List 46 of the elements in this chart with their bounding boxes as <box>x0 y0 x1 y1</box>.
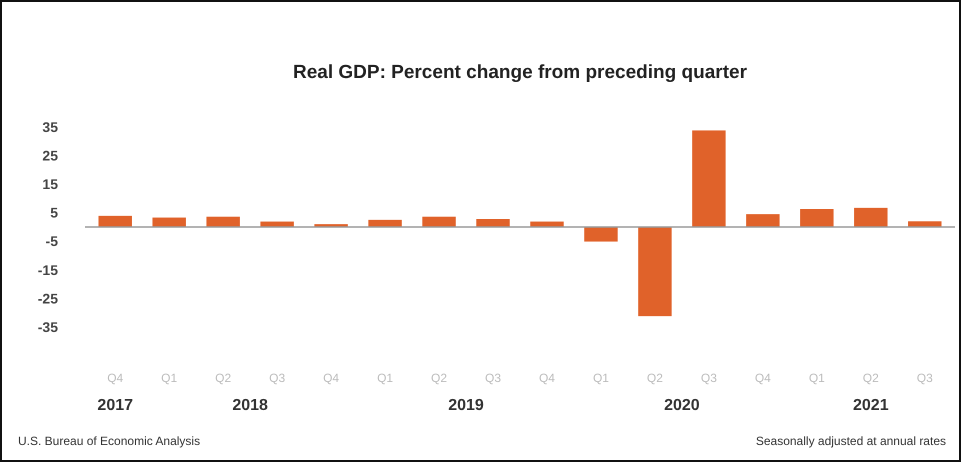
text: 2018 <box>232 397 268 414</box>
x-tick-label: Q1 <box>161 371 178 385</box>
x-tick-label: Q3 <box>700 371 718 385</box>
x-tick-label: Q2 <box>215 371 232 385</box>
text: 2019 <box>448 397 484 414</box>
y-tick-label: -5 <box>46 233 58 250</box>
bar <box>584 227 618 242</box>
bar <box>152 218 186 227</box>
x-tick-label: Q3 <box>269 371 286 385</box>
y-tick-label: -15 <box>38 262 58 278</box>
chart-title: Real GDP: Percent change from preceding quarter <box>292 62 748 83</box>
bar <box>260 222 294 227</box>
text: 2021 <box>853 397 889 414</box>
x-tick-label: Q4 <box>538 371 556 385</box>
bar <box>746 214 780 227</box>
x-tick-label: Q3 <box>916 371 934 385</box>
x-tick-label: Q1 <box>808 371 826 385</box>
y-tick-label: 15 <box>42 176 58 192</box>
bar <box>638 227 672 316</box>
bar <box>98 216 132 227</box>
y-tick-label: -25 <box>38 290 58 306</box>
x-tick-label: Q4 <box>107 371 124 385</box>
text: Seasonally adjusted at annual rates <box>756 434 946 448</box>
text: U.S. Bureau of Economic Analysis <box>18 434 200 448</box>
x-tick-label: Q1 <box>377 371 394 385</box>
bar <box>692 130 726 227</box>
x-tick-label: Q2 <box>431 371 448 385</box>
x-tick-label: Q3 <box>485 371 502 385</box>
y-tick-label: 35 <box>42 118 58 135</box>
x-tick-label: Q4 <box>323 371 340 385</box>
x-tick-label: Q2 <box>862 371 880 385</box>
x-tick-label: Q1 <box>592 371 610 385</box>
y-tick-label: 25 <box>42 147 58 164</box>
bar <box>422 216 456 227</box>
bar <box>368 220 402 227</box>
text: 2017 <box>97 397 134 414</box>
bar <box>206 216 240 227</box>
x-tick-label: Q4 <box>754 371 772 385</box>
bar <box>800 209 834 227</box>
text: 2020 <box>664 397 700 414</box>
x-tick-label: Q2 <box>646 371 664 385</box>
bar <box>854 208 888 227</box>
y-tick-label: -35 <box>38 318 58 335</box>
bar <box>530 222 564 227</box>
bar <box>476 219 510 227</box>
y-tick-label: 5 <box>50 204 58 221</box>
